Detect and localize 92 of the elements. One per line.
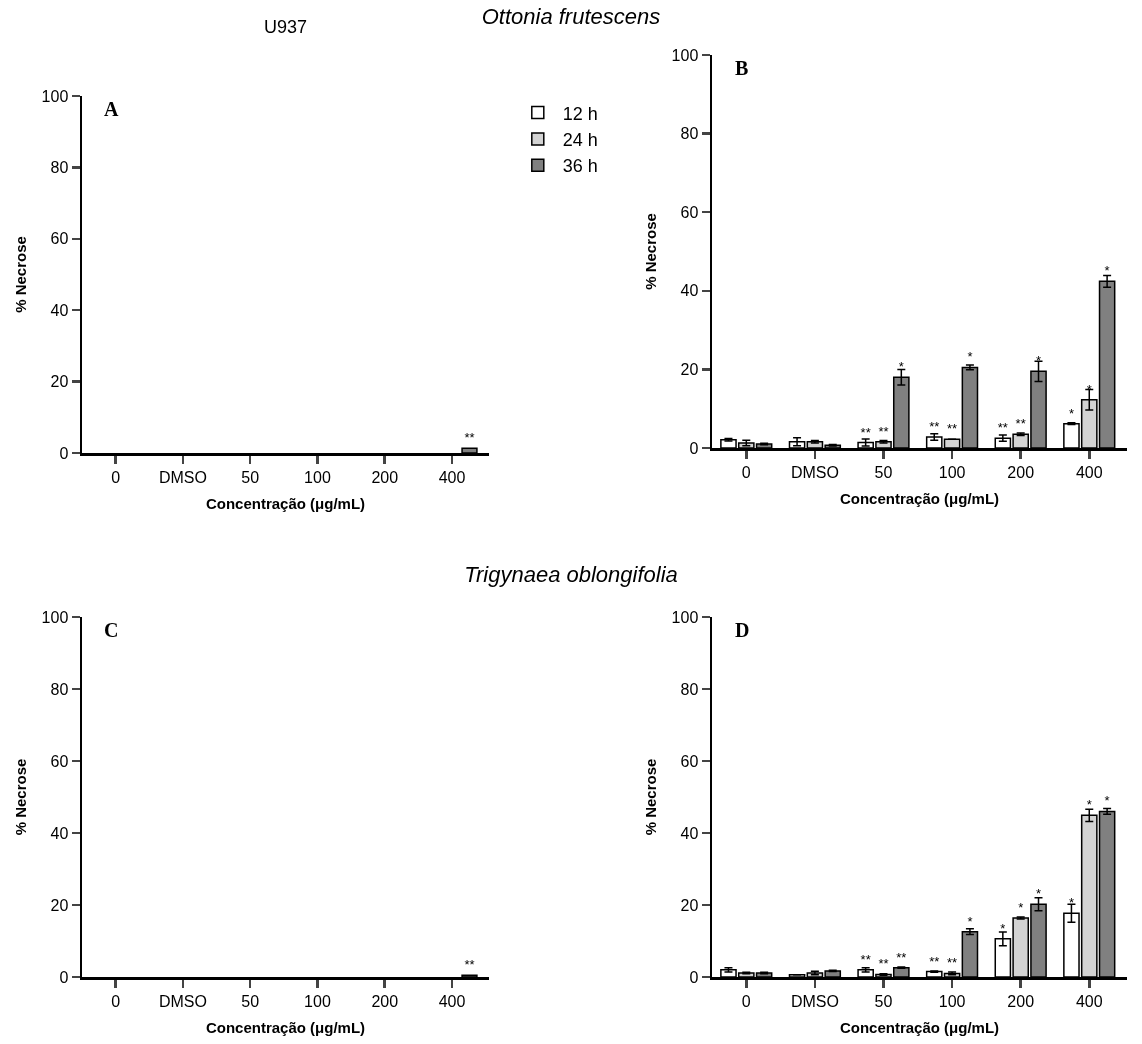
chart-title: Trigynaea oblongifolia (463, 562, 679, 588)
x-tick-label: DMSO (790, 992, 839, 1010)
x-tick-label: 400 (438, 992, 466, 1010)
x-tick-label: 100 (938, 463, 966, 481)
y-tick-label: 60 (680, 203, 699, 221)
y-tick-label: 20 (50, 896, 69, 914)
y-axis-title: % Necrose (641, 758, 659, 836)
y-tick-label: 20 (680, 896, 699, 914)
data-label: * (1086, 381, 1092, 397)
data-label: ** (860, 424, 871, 440)
data-label: * (967, 913, 973, 929)
data-label: * (1104, 263, 1110, 279)
x-tick-label: DMSO (158, 992, 207, 1010)
legend-label: 12 h (562, 103, 598, 124)
x-tick-label: 200 (371, 468, 399, 486)
data-label: ** (860, 951, 871, 967)
data-label: * (967, 349, 973, 365)
y-tick-label: 60 (680, 752, 699, 770)
x-tick-label: 200 (1007, 463, 1035, 481)
y-tick-label: 0 (689, 968, 699, 986)
x-tick-label: 0 (741, 992, 751, 1010)
data-label: ** (997, 420, 1008, 436)
data-label: * (1068, 405, 1074, 421)
chart-title: Ottonia frutescens (481, 4, 661, 29)
data-label: ** (878, 956, 889, 972)
annotation: C (104, 619, 119, 641)
data-label: * (1035, 353, 1042, 369)
annotation: D (735, 619, 750, 641)
x-tick-label: 400 (1075, 992, 1103, 1010)
x-axis-title: Concentração (μg/mL) (839, 1018, 1000, 1036)
y-axis-title: % Necrose (11, 758, 29, 836)
y-tick-label: 80 (680, 680, 699, 698)
x-axis-title: Concentração (μg/mL) (205, 494, 366, 512)
x-tick-label: DMSO (790, 463, 839, 481)
data-label: ** (1015, 416, 1026, 432)
x-axis-title: Concentração (μg/mL) (839, 489, 1000, 507)
y-axis-title: % Necrose (11, 236, 29, 313)
x-tick-label: 50 (874, 463, 893, 481)
data-label: * (1068, 895, 1074, 911)
legend-label: 24 h (562, 129, 598, 150)
x-tick-label: 200 (1007, 992, 1035, 1010)
x-tick-label: 100 (938, 992, 966, 1010)
x-tick-label: 0 (741, 463, 751, 481)
legend-label: 36 h (562, 156, 598, 177)
x-tick-label: 100 (304, 992, 331, 1010)
y-tick-label: 100 (671, 46, 699, 64)
y-tick-label: 100 (41, 608, 69, 626)
y-tick-label: 0 (59, 968, 69, 986)
data-label: ** (947, 421, 958, 437)
data-label: ** (947, 955, 958, 971)
data-label: * (1104, 793, 1110, 809)
y-tick-label: 80 (50, 680, 69, 698)
data-label: ** (929, 953, 940, 969)
y-tick-label: 20 (680, 361, 699, 378)
chart-title: U937 (263, 16, 308, 37)
data-label: ** (464, 957, 475, 973)
y-tick-label: 80 (50, 159, 69, 176)
y-tick-label: 40 (50, 824, 69, 842)
x-tick-label: 50 (241, 468, 260, 486)
data-label: ** (929, 419, 940, 434)
data-label: ** (896, 949, 907, 965)
y-tick-label: 60 (50, 230, 69, 248)
annotation: B (735, 57, 749, 79)
x-tick-label: DMSO (158, 468, 207, 486)
y-tick-label: 40 (680, 282, 699, 300)
data-label: * (898, 359, 904, 375)
x-tick-label: 50 (874, 992, 893, 1010)
data-label: * (1086, 797, 1092, 813)
y-tick-label: 60 (50, 752, 69, 770)
data-label: * (1000, 920, 1006, 936)
x-tick-label: 100 (304, 468, 331, 486)
x-tick-label: 400 (1075, 463, 1103, 481)
x-tick-label: 0 (111, 468, 121, 486)
x-tick-label: 0 (111, 992, 121, 1010)
annotation: A (104, 98, 119, 120)
data-label: ** (464, 430, 475, 446)
x-tick-label: 200 (371, 992, 399, 1010)
x-axis-title: Concentração (μg/mL) (205, 1018, 366, 1036)
y-tick-label: 40 (680, 824, 699, 842)
y-tick-label: 40 (50, 301, 69, 319)
y-tick-label: 80 (680, 125, 699, 143)
y-axis-title: % Necrose (641, 213, 659, 290)
y-tick-label: 20 (50, 373, 69, 391)
y-tick-label: 0 (689, 439, 699, 457)
x-tick-label: 400 (438, 468, 466, 486)
y-tick-label: 0 (59, 444, 69, 462)
x-tick-label: 50 (241, 992, 260, 1010)
y-tick-label: 100 (41, 87, 69, 105)
y-tick-label: 100 (671, 608, 699, 626)
data-label: ** (878, 423, 889, 439)
data-label: * (1035, 886, 1042, 902)
data-label: * (1018, 899, 1024, 915)
